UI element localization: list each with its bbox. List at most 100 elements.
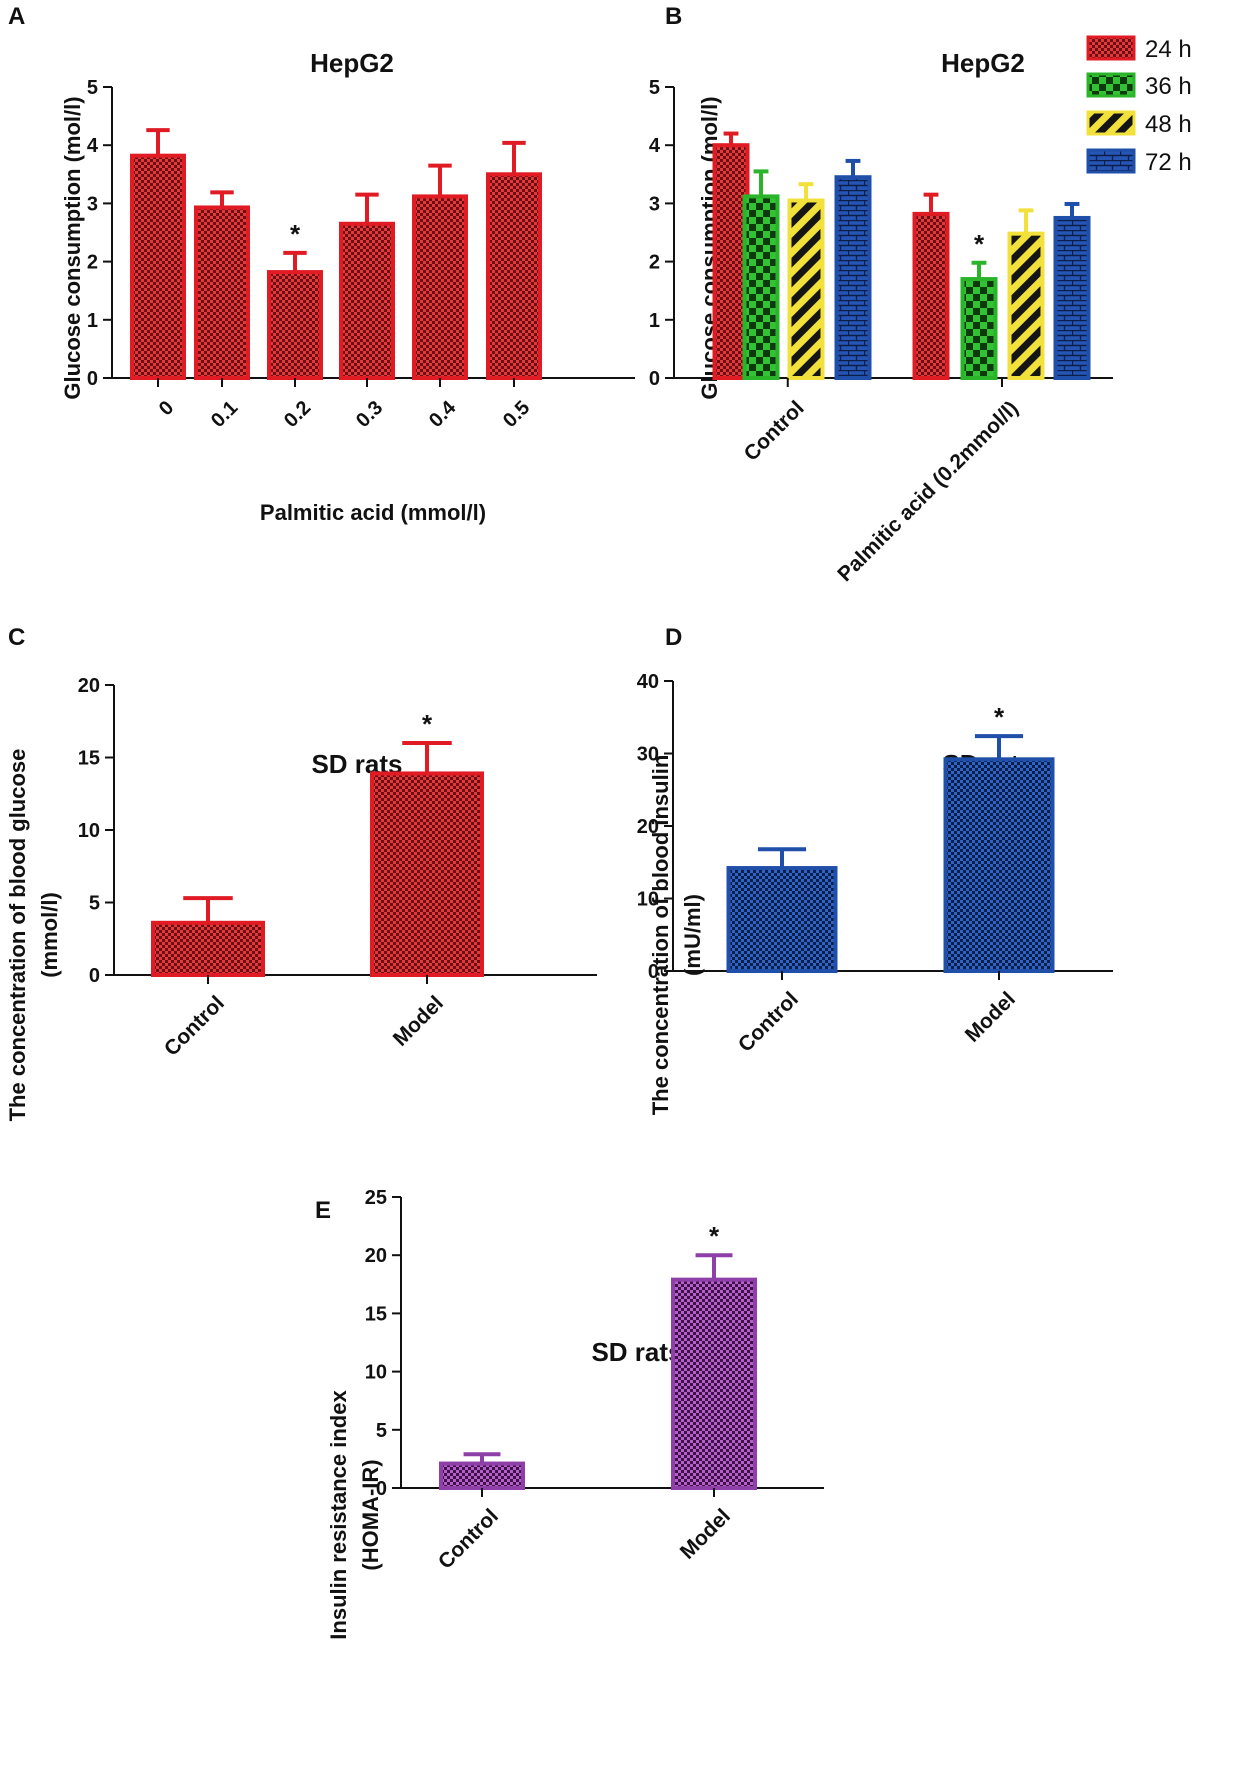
plot-c: 0 5 10 15 20 Control Model * bbox=[78, 675, 597, 1061]
bar-d-control-sd-rats bbox=[726, 866, 838, 973]
bar-b-control-24-h bbox=[712, 143, 750, 380]
panel-d: SD rats The concentration of blood insul… bbox=[637, 671, 1113, 1115]
plot-d: 0 10 20 30 40 Control Model * bbox=[637, 671, 1113, 1057]
bar-c-control-sd-rats bbox=[151, 920, 265, 977]
x-tick-label-e-model: Model bbox=[676, 1505, 735, 1564]
bar-b-palmitic-acid-0-2mmol-l-72-h bbox=[1053, 215, 1091, 380]
x-tick-label-a-0-5: 0.5 bbox=[499, 397, 534, 432]
bar-e-control-sd-rats bbox=[439, 1461, 525, 1491]
bar-b-control-72-h bbox=[834, 175, 872, 380]
y-tick-label-e-25: 25 bbox=[365, 1187, 387, 1209]
bar-e-model-sd-rats bbox=[671, 1277, 757, 1491]
y-tick-label-d-0: 0 bbox=[648, 961, 659, 983]
legend-label-48h: 48 h bbox=[1145, 111, 1192, 138]
panel-letter-e: E bbox=[315, 1197, 331, 1224]
legend-swatch-72h bbox=[1086, 148, 1136, 174]
y-tick-label-a-5: 5 bbox=[87, 77, 98, 99]
legend-label-36h: 36 h bbox=[1145, 73, 1192, 100]
y-tick-label-c-20: 20 bbox=[78, 675, 100, 697]
y-tick-label-c-10: 10 bbox=[78, 820, 100, 842]
x-tick-label-a-0-2: 0.2 bbox=[280, 397, 315, 432]
x-tick-label-e-control: Control bbox=[434, 1505, 503, 1574]
legend-swatch-36h bbox=[1086, 72, 1136, 98]
significance-star-d-model: * bbox=[994, 702, 1005, 732]
significance-star-b-palmitic-acid-0-2mmol-l: * bbox=[974, 229, 985, 259]
plot-a: 0 1 2 3 4 5 0 0.1 0.2 0.3 0.4 0.5 * bbox=[87, 77, 635, 432]
y-tick-label-e-15: 15 bbox=[365, 1303, 387, 1325]
significance-star-a-0-2: * bbox=[290, 219, 301, 249]
plot-b: 0 1 2 3 4 5 Control Palmitic acid (0.2mmol/l) * bbox=[649, 77, 1113, 586]
y-tick-label-e-10: 10 bbox=[365, 1362, 387, 1384]
bar-a-0-hepg2 bbox=[130, 153, 186, 380]
y-tick-label-b-2: 2 bbox=[649, 252, 660, 274]
bar-b-control-48-h bbox=[787, 198, 825, 380]
legend-item-24h: 24 h bbox=[1086, 35, 1192, 63]
significance-star-c-model: * bbox=[422, 709, 433, 739]
y-tick-label-a-3: 3 bbox=[87, 193, 98, 215]
ylabel-a: Glucose consumption (mol/l) bbox=[60, 96, 85, 399]
bar-b-control-36-h bbox=[742, 194, 780, 380]
legend-label-72h: 72 h bbox=[1145, 149, 1192, 176]
panel-a: HepG2 Glucose consumption (mol/l) Palmit… bbox=[60, 48, 635, 525]
panel-letter-b: B bbox=[665, 3, 682, 30]
y-tick-label-e-0: 0 bbox=[376, 1478, 387, 1500]
ylabel2-e: (HOMA-IR) bbox=[358, 1459, 383, 1570]
ylabel2-d: (mU/ml) bbox=[680, 894, 705, 976]
legend-label-24h: 24 h bbox=[1145, 36, 1192, 63]
legend-swatch-48h bbox=[1086, 110, 1136, 136]
bar-c-model-sd-rats bbox=[370, 771, 484, 978]
y-tick-label-a-1: 1 bbox=[87, 310, 98, 332]
x-tick-label-c-control: Control bbox=[160, 992, 229, 1061]
panel-c: SD rats The concentration of blood gluco… bbox=[5, 675, 597, 1121]
bar-a-0-2-hepg2 bbox=[267, 270, 323, 380]
legend-swatch-24h bbox=[1086, 35, 1136, 61]
y-tick-label-b-1: 1 bbox=[649, 310, 660, 332]
y-tick-label-d-20: 20 bbox=[637, 816, 659, 838]
ylabel-e: Insulin resistance index bbox=[326, 1390, 351, 1640]
bar-a-0-4-hepg2 bbox=[412, 194, 468, 380]
y-tick-label-c-0: 0 bbox=[89, 965, 100, 987]
ylabel2-c: (mmol/l) bbox=[37, 892, 62, 978]
bar-a-0-3-hepg2 bbox=[339, 221, 395, 380]
panel-b: HepG2 Glucose consumption (mol/l) 012345… bbox=[649, 35, 1192, 586]
y-tick-label-c-15: 15 bbox=[78, 748, 100, 770]
y-tick-label-b-4: 4 bbox=[649, 135, 661, 157]
title-a: HepG2 bbox=[310, 48, 394, 78]
y-tick-label-a-2: 2 bbox=[87, 252, 98, 274]
y-tick-label-e-5: 5 bbox=[376, 1420, 387, 1442]
legend-item-72h: 72 h bbox=[1086, 148, 1192, 176]
bar-d-model-sd-rats bbox=[943, 757, 1055, 973]
x-tick-label-a-0-3: 0.3 bbox=[352, 397, 387, 432]
x-tick-label-a-0-4: 0.4 bbox=[425, 396, 461, 432]
xlabel-a: Palmitic acid (mmol/l) bbox=[260, 500, 486, 525]
y-tick-label-d-30: 30 bbox=[637, 744, 659, 766]
significance-star-e-model: * bbox=[709, 1221, 720, 1251]
panel-e: SD rats Insulin resistance index (HOMA-I… bbox=[326, 1187, 824, 1640]
y-tick-label-d-10: 10 bbox=[637, 889, 659, 911]
bar-b-palmitic-acid-0-2mmol-l-24-h bbox=[912, 211, 950, 380]
legend-b: 24 h 36 h 48 h 72 h bbox=[1086, 35, 1192, 176]
bar-b-palmitic-acid-0-2mmol-l-48-h bbox=[1007, 231, 1045, 380]
panel-letter-c: C bbox=[8, 624, 25, 651]
plot-e: 0 5 10 15 20 25 Control Model * bbox=[365, 1187, 824, 1574]
y-tick-label-d-40: 40 bbox=[637, 671, 659, 693]
bar-b-palmitic-acid-0-2mmol-l-36-h bbox=[960, 277, 998, 380]
ylabel-d: The concentration of blood insulin bbox=[648, 755, 673, 1116]
y-tick-label-a-0: 0 bbox=[87, 368, 98, 390]
legend-item-48h: 48 h bbox=[1086, 110, 1192, 138]
x-tick-label-b-palmitic-acid-0-2mmol-l: Palmitic acid (0.2mmol/l) bbox=[833, 397, 1023, 587]
y-tick-label-c-5: 5 bbox=[89, 893, 100, 915]
y-tick-label-e-20: 20 bbox=[365, 1245, 387, 1267]
x-tick-label-a-0-1: 0.1 bbox=[207, 397, 242, 432]
y-tick-label-a-4: 4 bbox=[87, 135, 99, 157]
title-e: SD rats bbox=[591, 1337, 682, 1367]
panel-letter-d: D bbox=[665, 624, 682, 651]
title-b: HepG2 bbox=[941, 48, 1025, 78]
x-tick-label-b-control: Control bbox=[740, 397, 809, 466]
y-tick-label-b-5: 5 bbox=[649, 77, 660, 99]
ylabel-c: The concentration of blood glucose bbox=[5, 749, 30, 1122]
x-tick-label-c-model: Model bbox=[389, 992, 448, 1051]
bar-a-0-5-hepg2 bbox=[486, 172, 542, 380]
legend-item-36h: 36 h bbox=[1086, 72, 1192, 100]
